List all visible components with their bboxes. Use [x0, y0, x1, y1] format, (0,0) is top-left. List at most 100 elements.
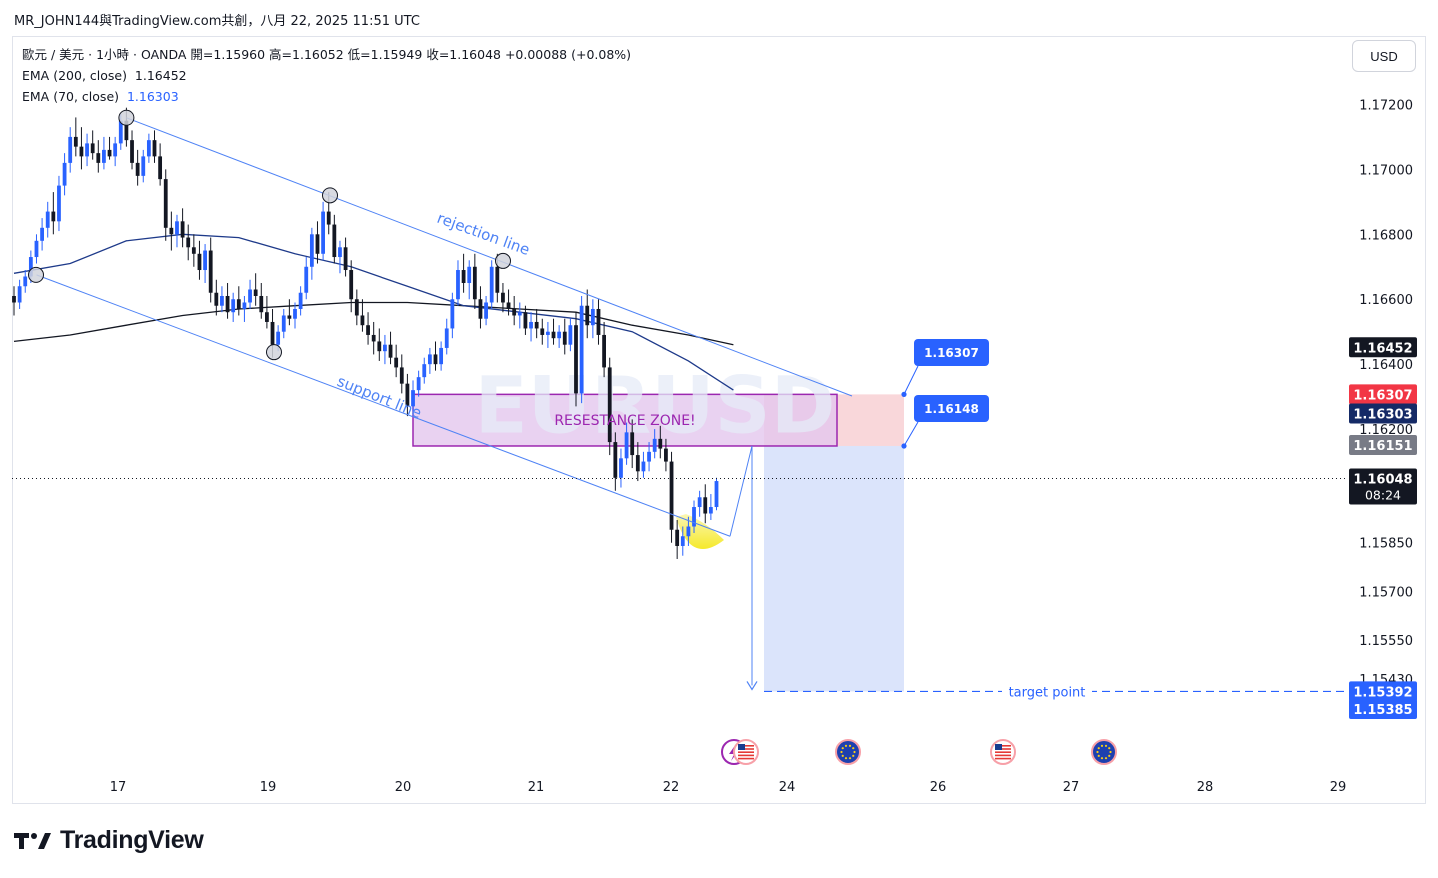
candle[interactable]	[456, 260, 460, 306]
candle[interactable]	[658, 425, 663, 459]
candle[interactable]	[332, 214, 337, 264]
price-axis-badge[interactable]: 1.16303	[1349, 403, 1417, 424]
candle[interactable]	[169, 211, 174, 251]
candle[interactable]	[467, 260, 472, 300]
candle[interactable]	[692, 500, 696, 533]
candle[interactable]	[304, 257, 309, 300]
candle[interactable]	[57, 175, 61, 232]
candle[interactable]	[141, 149, 146, 183]
candle[interactable]	[377, 328, 382, 361]
candle[interactable]	[484, 295, 488, 326]
candle[interactable]	[444, 318, 449, 355]
chart-frame[interactable]	[12, 36, 1426, 804]
price-axis-badge[interactable]: 1.16452	[1349, 337, 1417, 358]
candle[interactable]	[439, 341, 444, 371]
candle[interactable]	[96, 140, 101, 173]
candle[interactable]	[293, 302, 297, 329]
candle[interactable]	[551, 318, 556, 345]
candle[interactable]	[579, 295, 584, 404]
us-event-icon[interactable]	[990, 739, 1016, 765]
candle[interactable]	[40, 218, 44, 251]
candle[interactable]	[472, 253, 477, 309]
candle[interactable]	[225, 283, 230, 319]
candle[interactable]	[12, 286, 16, 316]
candle[interactable]	[321, 201, 325, 261]
candle[interactable]	[220, 286, 224, 313]
candle[interactable]	[664, 438, 668, 472]
candle[interactable]	[186, 224, 191, 261]
candle[interactable]	[90, 130, 95, 160]
candle[interactable]	[394, 344, 399, 378]
candle[interactable]	[197, 240, 202, 280]
swing-point-marker[interactable]	[28, 266, 44, 283]
price-axis-badge[interactable]: 1.15392	[1349, 681, 1417, 702]
price-axis-badge[interactable]: 1.15385	[1349, 698, 1417, 719]
candle[interactable]	[697, 490, 702, 517]
candle[interactable]	[574, 312, 578, 407]
price-callout[interactable]: 1.16148	[914, 395, 989, 422]
candle[interactable]	[512, 295, 517, 326]
candle[interactable]	[135, 149, 140, 186]
candle[interactable]	[371, 321, 376, 355]
candle[interactable]	[259, 283, 264, 319]
candle[interactable]	[607, 357, 612, 456]
rejection-line[interactable]	[126, 117, 853, 397]
candle[interactable]	[338, 240, 342, 274]
candle[interactable]	[422, 357, 427, 384]
candle[interactable]	[708, 494, 713, 521]
candle[interactable]	[102, 136, 106, 170]
candle[interactable]	[529, 312, 533, 342]
eu-event-icon[interactable]	[835, 739, 861, 765]
candle[interactable]	[489, 260, 494, 309]
candle[interactable]	[281, 308, 286, 339]
candle[interactable]	[686, 516, 691, 546]
candle[interactable]	[602, 321, 606, 378]
candle[interactable]	[23, 270, 28, 293]
candle[interactable]	[208, 237, 213, 303]
candle[interactable]	[517, 302, 522, 329]
candle[interactable]	[236, 286, 241, 316]
candle[interactable]	[34, 234, 39, 264]
candle[interactable]	[287, 299, 292, 326]
candle[interactable]	[433, 341, 438, 371]
candle[interactable]	[675, 520, 680, 559]
candle[interactable]	[107, 136, 112, 160]
candle[interactable]	[624, 422, 629, 465]
candle[interactable]	[703, 484, 708, 524]
candle[interactable]	[399, 354, 404, 394]
candle[interactable]	[203, 244, 207, 284]
candle[interactable]	[158, 143, 163, 186]
candle[interactable]	[450, 292, 455, 339]
candle[interactable]	[354, 289, 359, 326]
ema70-legend[interactable]: EMA (70, close) 1.16303	[22, 86, 631, 107]
candle[interactable]	[180, 208, 185, 248]
candle[interactable]	[714, 477, 719, 511]
price-callout[interactable]: 1.16307	[914, 339, 989, 366]
candle[interactable]	[248, 279, 252, 309]
candle[interactable]	[73, 117, 78, 157]
candle[interactable]	[45, 201, 50, 238]
candle[interactable]	[51, 192, 56, 235]
candle[interactable]	[175, 214, 179, 248]
candle[interactable]	[315, 221, 320, 264]
swing-point-marker[interactable]	[495, 252, 511, 269]
candle[interactable]	[242, 295, 247, 322]
candle[interactable]	[130, 130, 134, 170]
swing-point-marker[interactable]	[118, 109, 135, 126]
swing-point-marker[interactable]	[322, 187, 338, 204]
eu-event-icon[interactable]	[1091, 739, 1117, 765]
candle[interactable]	[501, 283, 505, 313]
candle[interactable]	[647, 442, 651, 472]
candle[interactable]	[427, 347, 432, 374]
candle[interactable]	[680, 526, 685, 556]
candle[interactable]	[652, 429, 657, 459]
candle[interactable]	[343, 237, 348, 277]
candle[interactable]	[585, 289, 590, 339]
candle[interactable]	[613, 432, 618, 491]
candle[interactable]	[405, 373, 410, 417]
candle[interactable]	[152, 130, 157, 163]
support-line[interactable]	[36, 274, 731, 537]
candle[interactable]	[113, 136, 118, 167]
candle[interactable]	[85, 133, 89, 167]
